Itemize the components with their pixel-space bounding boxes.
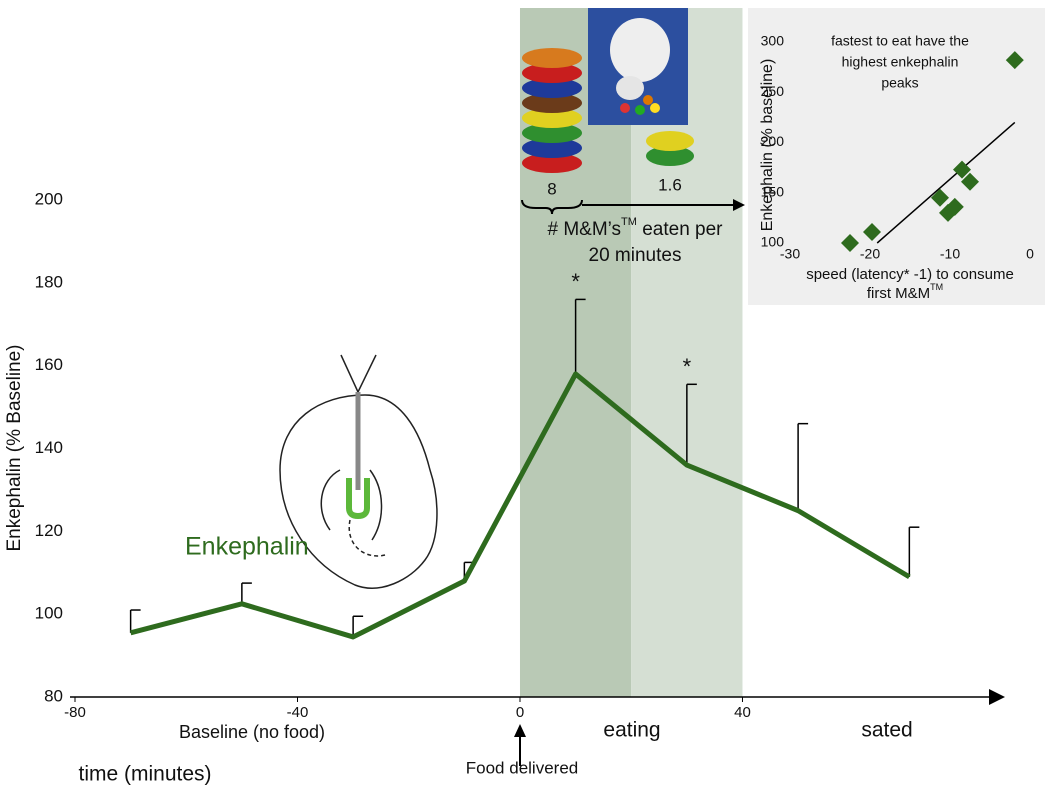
scatter-point [863,222,881,241]
food-label: 20 minutes [589,245,682,266]
mm-stack-image [522,48,582,173]
y-tick-label: 120 [35,521,63,540]
trendline [876,121,1016,244]
y-axis-label: Enkephalin (% baseline) [759,59,776,232]
x-tick-label: -80 [64,704,86,721]
count-label: 1.6 [658,175,682,194]
arrow-head [733,199,745,211]
y-tick-label: 80 [44,686,63,705]
scatter-point [931,188,949,207]
x-axis-label-sup: TM [930,282,943,292]
significance-marker: * [683,354,692,379]
x-axis-label: first M&MTM [867,282,943,302]
brain-diagram [279,354,438,589]
mouse-photo [588,8,688,125]
inset-title: fastest to eat have the [831,33,969,49]
x-axis-label: speed (latency* -1) to consume [806,266,1014,283]
scatter-point [953,160,971,179]
x-axis-arrow [989,689,1005,705]
phase-label: eating [603,719,660,742]
significance-marker: * [571,269,580,294]
y-tick-label: 100 [761,234,785,250]
scatter-point [961,172,979,191]
inset-title: peaks [881,75,918,91]
y-tick-label: 140 [35,438,63,457]
x-tick-label: -40 [287,704,309,721]
y-tick-label: 100 [35,604,63,623]
brace [521,199,583,215]
food-label: # M&M’sTM eaten per [547,216,723,240]
y-tick-label: 150 [761,183,785,199]
scatter-point [841,234,859,252]
event-arrow-head [514,724,526,737]
count-label: 8 [547,179,556,198]
x-tick-label: -20 [860,246,880,262]
mm-single-image [646,131,694,166]
phase-label: sated [861,719,912,742]
event-label: Food delivered [466,758,578,777]
y-tick-label: 250 [761,83,785,99]
inset-background [748,8,1045,305]
x-tick-label: -10 [940,246,960,262]
inset-title: highest enkephalin [842,54,959,70]
x-axis-label-part: first M&M [867,285,930,302]
phase-label: Baseline (no food) [179,722,325,742]
scatter-point [1005,51,1024,70]
series-label: Enkephalin [185,533,309,561]
y-axis-label: Enkephalin (% Baseline) [4,344,25,551]
data-line [129,371,911,640]
x-axis-label: time (minutes) [78,763,211,786]
inset-chart: 100 150 200 250 300 -30 -20 -10 0 fastest to eat … [759,33,1034,302]
y-tick-label: 160 [35,355,63,374]
main-chart: -80 -40 0 40 80 100 120 140 160 180 200 * * [35,189,1005,721]
y-tick-label: 200 [35,189,63,208]
scatter-point [945,197,964,216]
y-tick-label: 180 [35,272,63,291]
x-tick-label: 40 [734,704,751,721]
x-tick-label: 0 [1026,246,1034,262]
y-tick-label: 200 [761,133,785,149]
x-tick-label: -30 [780,246,800,262]
y-tick-label: 300 [761,33,785,49]
x-tick-label: 0 [516,704,524,721]
